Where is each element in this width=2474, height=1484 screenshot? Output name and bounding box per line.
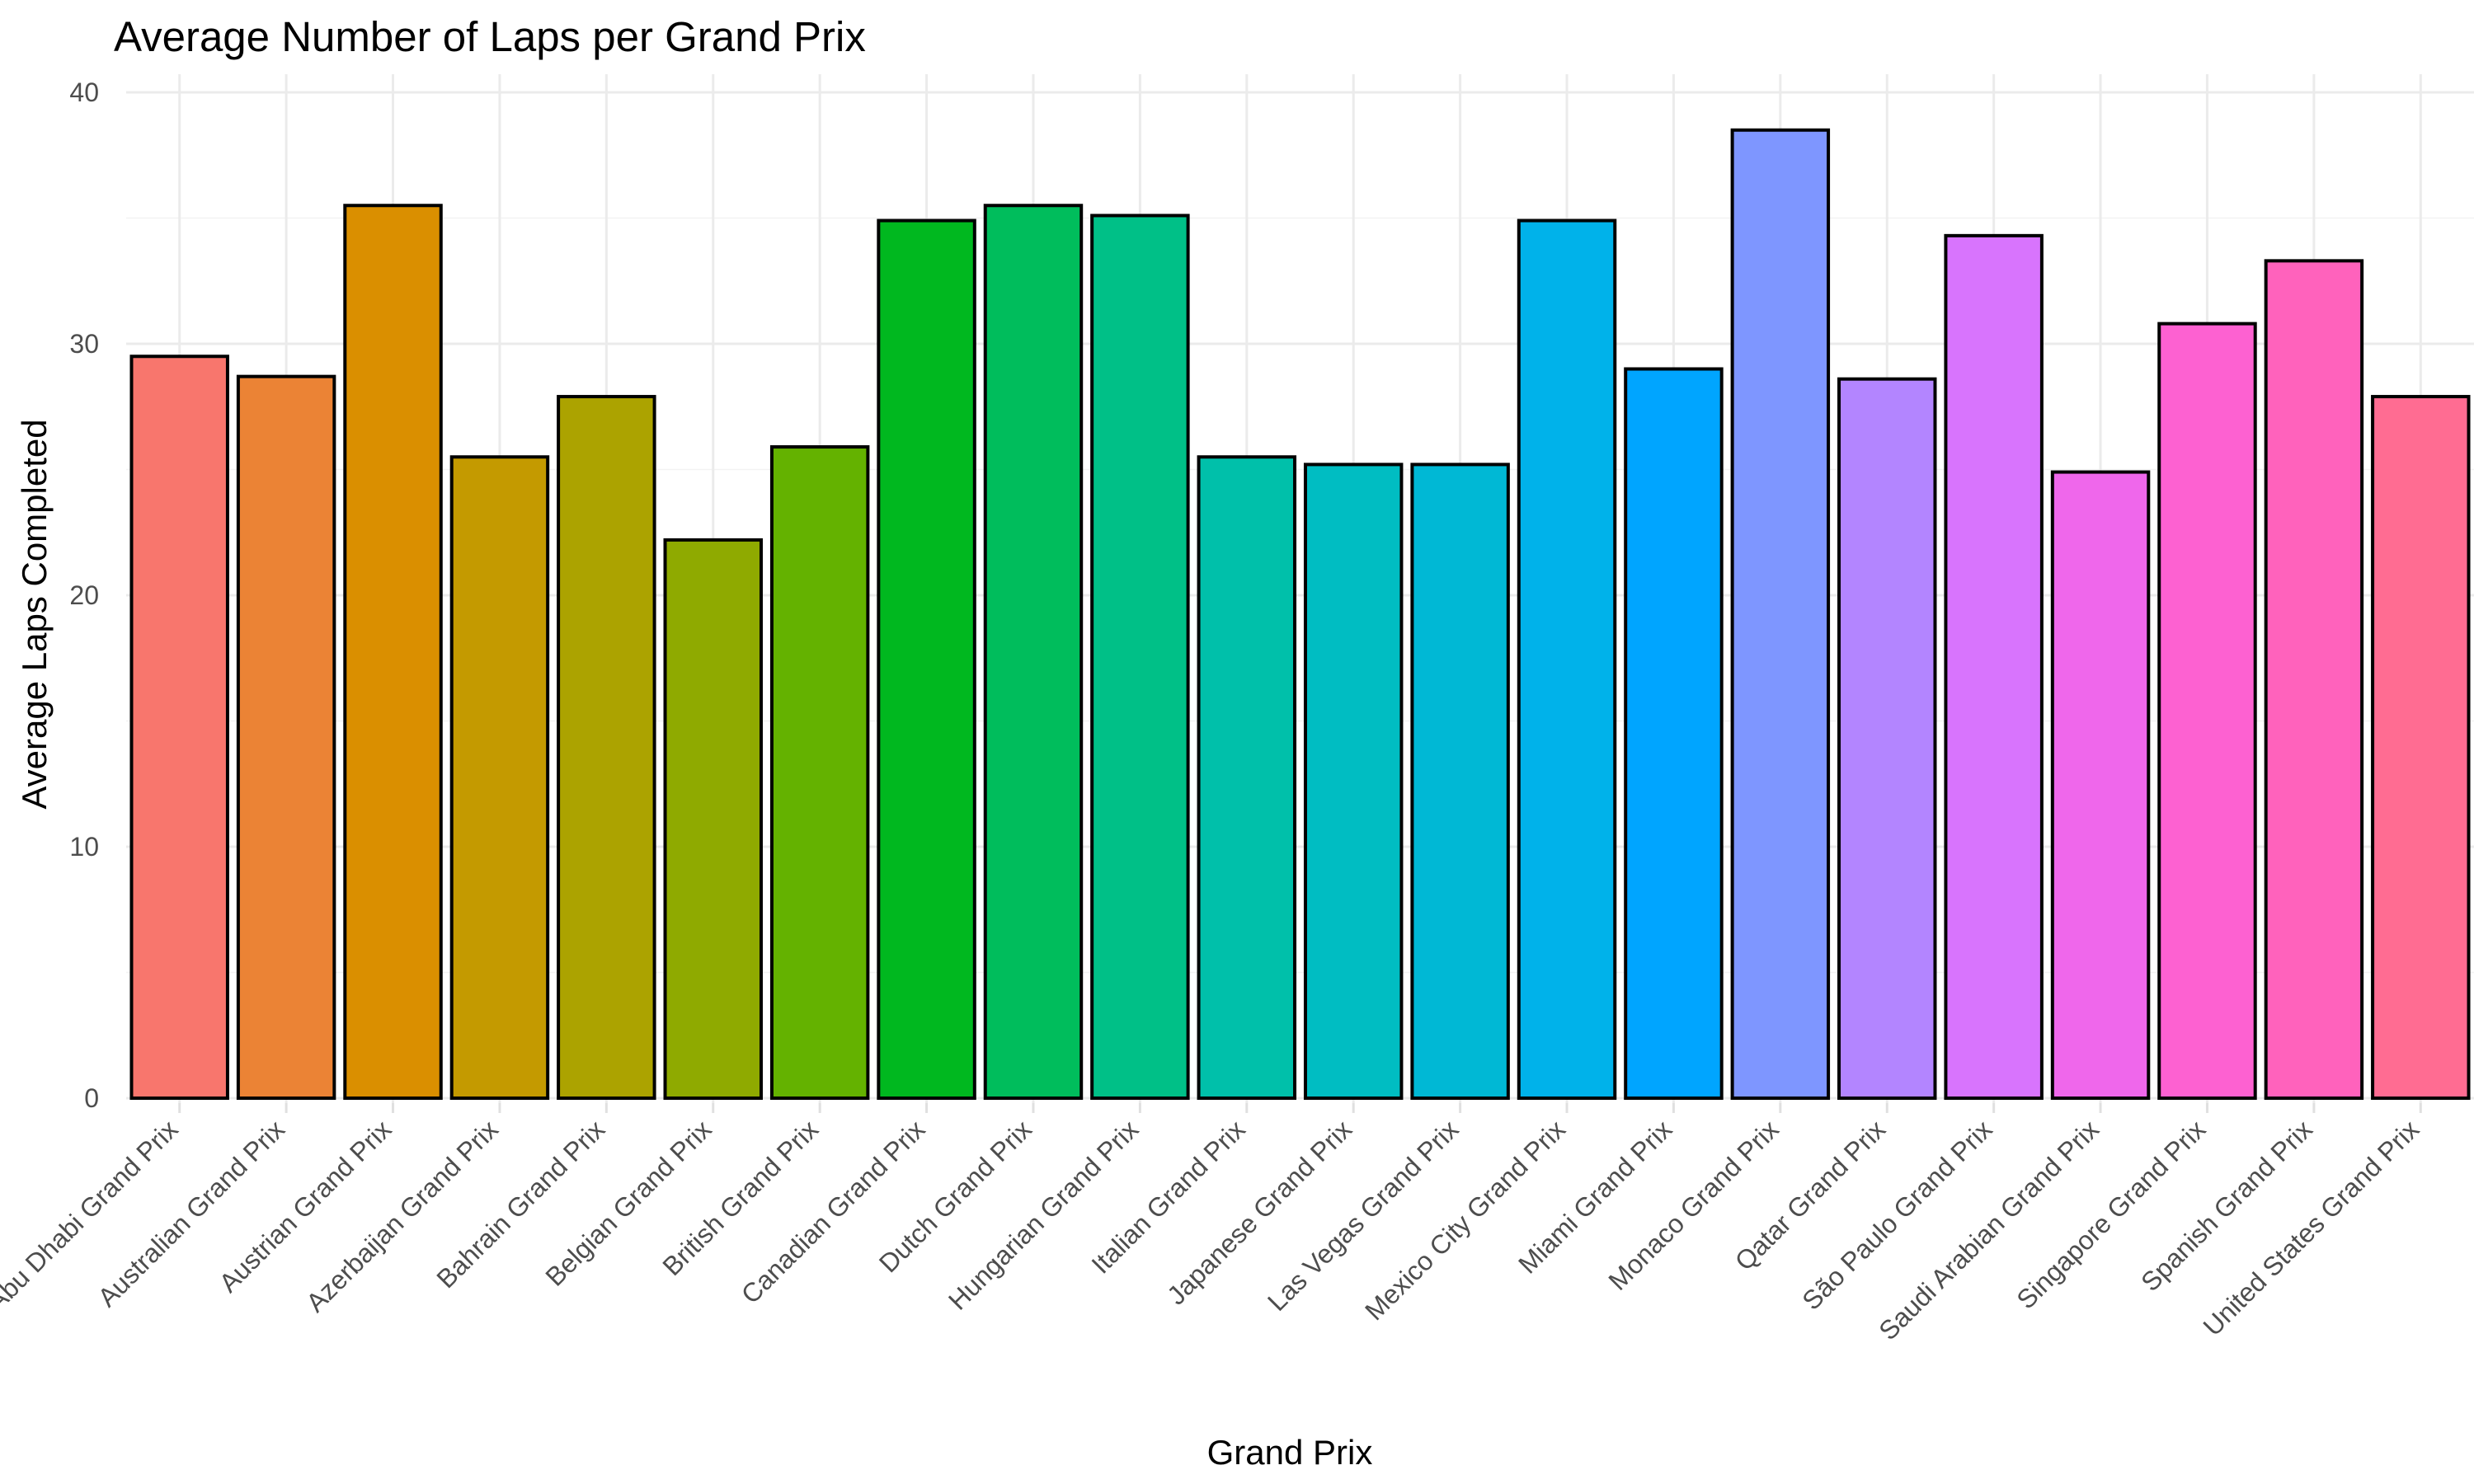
x-tick-label: Canadian Grand Prix xyxy=(736,1114,931,1309)
bar xyxy=(1730,128,1831,1100)
bar xyxy=(1624,367,1724,1100)
y-axis-ticks: 0 10 20 30 40 xyxy=(69,77,99,1113)
x-tick-label: United States Grand Prix xyxy=(2198,1114,2425,1341)
bar xyxy=(236,374,336,1100)
bar xyxy=(983,204,1084,1100)
x-axis-title: Grand Prix xyxy=(1207,1433,1373,1472)
bar xyxy=(2157,322,2257,1101)
y-tick-label: 10 xyxy=(69,832,99,862)
bar xyxy=(1303,463,1404,1100)
y-tick-label: 40 xyxy=(69,77,99,107)
bar xyxy=(1837,377,1937,1100)
y-tick-label: 0 xyxy=(84,1083,99,1113)
bar xyxy=(769,445,870,1100)
x-tick-label: São Paulo Grand Prix xyxy=(1796,1114,1997,1315)
bar xyxy=(129,355,229,1100)
y-tick-label: 20 xyxy=(69,580,99,610)
bars xyxy=(129,128,2471,1101)
bar xyxy=(1517,218,1617,1100)
x-tick-label: Abu Dhabi Grand Prix xyxy=(0,1114,184,1317)
x-tick-label: Singapore Grand Prix xyxy=(2011,1114,2211,1314)
bar xyxy=(557,395,656,1100)
x-tick-label: Mexico City Grand Prix xyxy=(1359,1114,1571,1326)
bar xyxy=(877,218,976,1100)
y-axis-title: Average Laps Completed xyxy=(15,419,54,809)
bar xyxy=(2050,470,2151,1100)
bar xyxy=(343,204,443,1100)
x-tick-label: Las Vegas Grand Prix xyxy=(1262,1114,1465,1317)
chart-title: Average Number of Laps per Grand Prix xyxy=(114,13,866,60)
y-tick-label: 30 xyxy=(69,329,99,359)
bar xyxy=(1410,463,1510,1100)
x-tick-label: Azerbaijan Grand Prix xyxy=(300,1114,504,1317)
x-tick-label: Australian Grand Prix xyxy=(92,1114,291,1313)
x-tick-label: Hungarian Grand Prix xyxy=(943,1114,1144,1315)
bar xyxy=(663,538,763,1100)
bar xyxy=(2264,259,2364,1101)
bar xyxy=(449,455,550,1100)
bar xyxy=(1090,214,1190,1101)
bar xyxy=(2371,395,2471,1100)
x-tick-label: Saudi Arabian Grand Prix xyxy=(1873,1114,2105,1345)
bar xyxy=(1944,233,2044,1101)
x-tick-label: Japanese Grand Prix xyxy=(1161,1114,1357,1310)
bar xyxy=(1197,455,1297,1100)
